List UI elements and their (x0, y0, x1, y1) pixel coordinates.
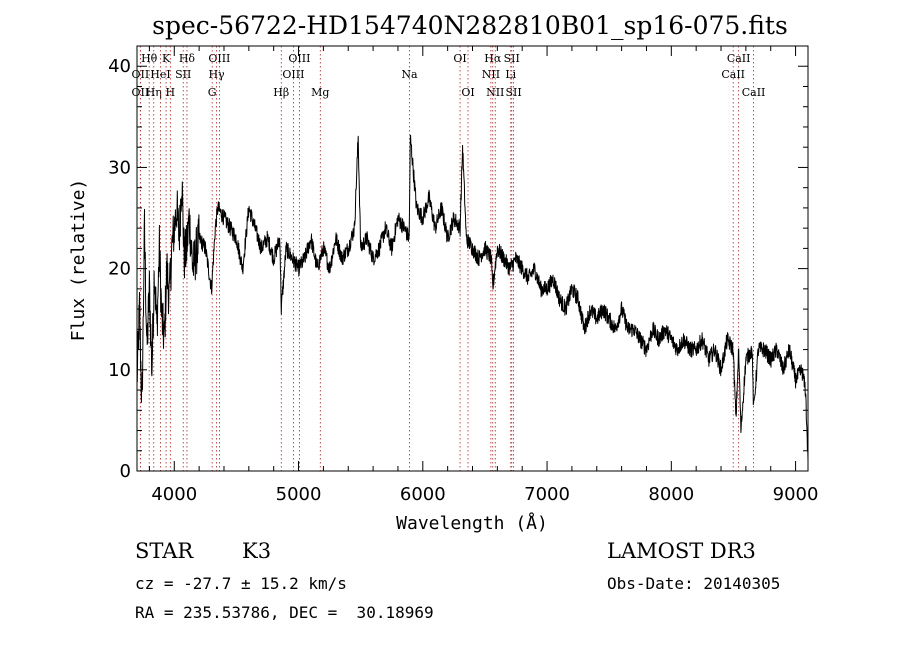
spectral-line-label: NII (482, 68, 500, 81)
x-axis-label: Wavelength (Å) (396, 512, 548, 534)
spectral-line-label: HeI (150, 68, 170, 81)
spectral-line-label: Mg (311, 86, 329, 99)
chart-title: spec-56722-HD154740N282810B01_sp16-075.f… (152, 11, 788, 40)
spectral-line-label: Hδ (179, 52, 196, 65)
x-tick-label: 8000 (648, 484, 694, 505)
spectral-line-label: SII (504, 52, 520, 65)
spectral-line-label: OII (131, 86, 149, 99)
object-type: STAR (135, 539, 194, 563)
spectral-line-label: OI (453, 52, 466, 65)
spectral-line-label: Hγ (208, 68, 225, 81)
spectral-line-label: Na (401, 68, 418, 81)
coordinates: RA = 235.53786, DEC = 30.18969 (135, 603, 434, 622)
y-tick-label: 0 (120, 461, 131, 482)
spectral-line-label: H (166, 86, 176, 99)
spectral-line-label: G (208, 86, 217, 99)
spectral-subclass: K3 (242, 539, 272, 563)
spectral-line-label: NII (486, 86, 504, 99)
x-tick-label: 9000 (773, 484, 819, 505)
spectral-line-label: OIII (208, 52, 230, 65)
y-tick-label: 10 (108, 360, 131, 381)
survey-name: LAMOST DR3 (607, 539, 756, 563)
spectral-line-label: Hθ (141, 52, 158, 65)
spectral-line-label: Hβ (273, 86, 289, 99)
spectral-line-label: SII (175, 68, 191, 81)
x-tick-label: 6000 (400, 484, 446, 505)
flux-line (136, 134, 809, 461)
plot-frame (136, 45, 809, 472)
spectral-line-label: CaII (721, 68, 745, 81)
y-tick-label: 20 (108, 259, 131, 280)
y-axis-label: Flux (relative) (68, 179, 89, 342)
spectral-line-label: OI (461, 86, 474, 99)
spectral-line-label: OIII (282, 68, 304, 81)
observation-date: Obs-Date: 20140305 (607, 574, 781, 593)
spectral-line-label: CaII (742, 86, 766, 99)
y-tick-label: 30 (108, 157, 131, 178)
x-tick-label: 7000 (524, 484, 570, 505)
x-tick-label: 5000 (276, 484, 322, 505)
redshift-velocity: cz = -27.7 ± 15.2 km/s (135, 574, 347, 593)
spectral-line-label: Li (505, 68, 516, 81)
y-tick-label: 40 (108, 56, 131, 77)
x-tick-label: 4000 (151, 484, 197, 505)
spectral-line-label: Hη (146, 86, 162, 99)
spectral-line-label: Hα (484, 52, 502, 65)
spectral-line-label: K (162, 52, 171, 65)
spectral-line-label: SII (506, 86, 522, 99)
spectral-line-label: CaII (727, 52, 751, 65)
axes: 4000 5000 6000 7000 8000 9000 0 10 20 30 40 (108, 45, 819, 505)
flux-series (136, 134, 809, 461)
spectral-line-label: OIII (288, 52, 310, 65)
